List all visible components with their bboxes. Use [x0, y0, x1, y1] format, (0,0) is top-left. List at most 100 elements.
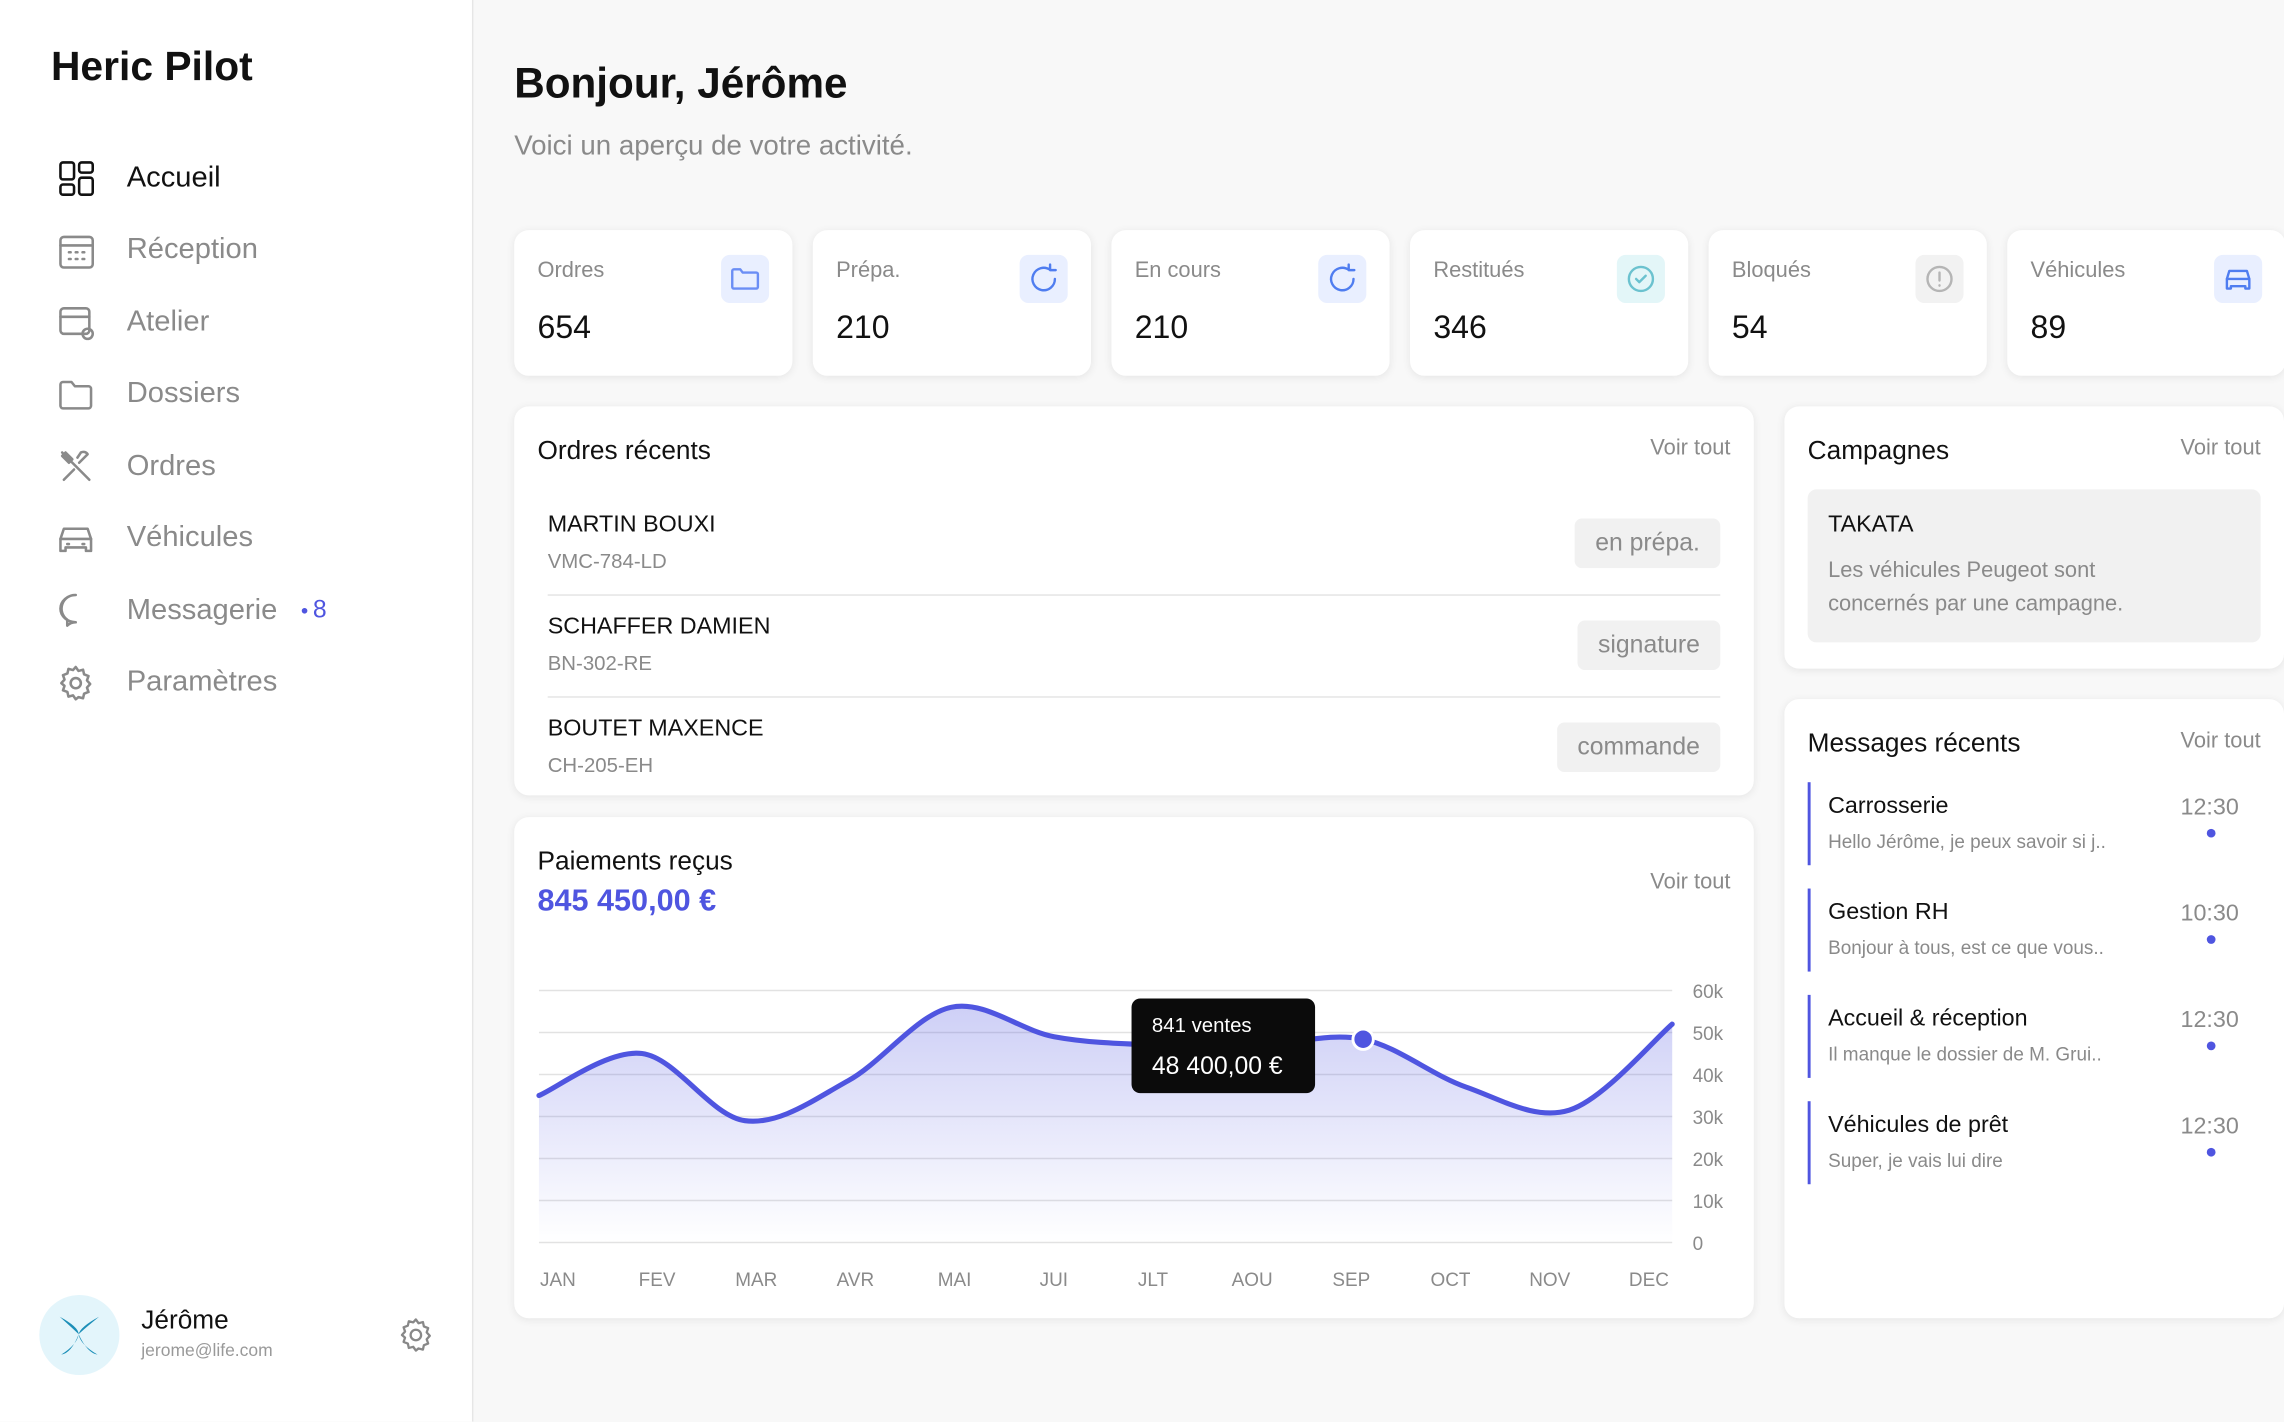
stat-value: 654 [537, 308, 591, 346]
card-title: Ordres récents [537, 435, 711, 465]
nav-icon [60, 665, 92, 700]
greeting: Bonjour, Jérôme [514, 61, 848, 108]
nav-item[interactable]: Accueil [55, 156, 221, 200]
message-time: 12:30 [2180, 1007, 2239, 1033]
x-tick-label: JLT [1138, 1270, 1169, 1291]
nav-item[interactable]: Ordres [55, 444, 216, 488]
area [538, 1006, 1673, 1243]
stat-icon [1019, 254, 1068, 303]
nav-item[interactable]: Atelier [55, 300, 209, 344]
y-tick-label: 0 [1693, 1234, 1704, 1255]
x-tick-label: SEP [1332, 1270, 1370, 1291]
sidebar: Heric Pilot Accueil Réception Atelier Dossi… [0, 0, 474, 1422]
card-title: Messages récents [1807, 728, 2021, 758]
settings-button[interactable] [396, 1315, 435, 1354]
nav-item[interactable]: Véhicules [55, 516, 253, 560]
message-title[interactable]: Gestion RH [1828, 900, 1949, 925]
message-preview: Super, je vais lui dire [1828, 1149, 2003, 1172]
message-title[interactable]: Accueil & réception [1828, 1006, 2028, 1032]
x-tick-label: AVR [837, 1270, 875, 1291]
stat-icon [1915, 254, 1964, 303]
see-all[interactable]: Voir tout [2180, 435, 2261, 461]
x-tick-label: MAI [938, 1270, 972, 1291]
recent-orders: Ordres récents Voir tout MARTIN BOUXI VMC… [514, 406, 1754, 796]
campaign-text: Les véhicules Peugeot sont concernés par… [1828, 557, 2124, 617]
stat-card: Prépa. 210 [812, 230, 1092, 376]
card-title: Campagnes [1807, 435, 1950, 465]
stat-card: Ordres 654 [514, 230, 793, 376]
message-time: 10:30 [2180, 901, 2239, 927]
nav-label: Réception [126, 233, 258, 266]
brand: Heric Pilot [50, 43, 253, 89]
stat-label: Prépa. [836, 257, 901, 283]
nav-icon [59, 307, 95, 341]
order-plate: CH-205-EH [547, 753, 654, 777]
user-name: Jérôme [141, 1305, 229, 1335]
y-tick-label: 30k [1693, 1108, 1724, 1129]
message-preview: Bonjour à tous, est ce que vous.. [1828, 936, 2104, 959]
nav-label: Messagerie [126, 593, 278, 626]
message-bar [1807, 994, 1811, 1078]
message-title[interactable]: Carrosserie [1828, 793, 1949, 819]
nav-label: Dossiers [126, 377, 241, 410]
badge-dot: ● [300, 603, 309, 618]
badge: 8 [312, 595, 327, 624]
stat-icon [721, 254, 770, 303]
stat-label: Ordres [537, 257, 605, 283]
order-name: BOUTET MAXENCE [547, 716, 764, 742]
stat-card: Bloqués 54 [1708, 230, 1987, 376]
chart-subtitle: 845 450,00 € [537, 884, 717, 918]
nav-icon [59, 161, 95, 196]
x-tick-label: JUI [1040, 1270, 1068, 1291]
see-all[interactable]: Voir tout [2180, 728, 2261, 754]
messages: Messages récents Voir tout Carrosserie He… [1784, 699, 2284, 1319]
stat-value: 210 [836, 308, 890, 346]
nav-label: Ordres [126, 449, 216, 482]
x-tick-label: OCT [1431, 1270, 1471, 1291]
stat-label: Bloqués [1731, 257, 1811, 283]
tooltip-annotation: 841 ventes [1152, 1015, 1252, 1037]
status-pill: en prépa. [1574, 518, 1721, 569]
message-bar [1807, 782, 1811, 866]
x-tick-label: DEC [1629, 1270, 1669, 1291]
stat-label: Restitués [1433, 257, 1525, 283]
unread-dot [2206, 828, 2216, 838]
y-tick-label: 10k [1693, 1192, 1724, 1213]
stat-card: En cours 210 [1111, 230, 1390, 376]
stat-icon [1318, 254, 1367, 303]
chart-title: Paiements reçus [537, 846, 733, 876]
nav-icon [59, 379, 93, 409]
stat-icon [2214, 254, 2263, 303]
order-name: MARTIN BOUXI [547, 512, 716, 538]
x-tick-label: NOV [1529, 1270, 1570, 1291]
x-tick-label: FEV [639, 1270, 676, 1291]
message-title[interactable]: Véhicules de prêt [1828, 1112, 2009, 1138]
message-time: 12:30 [2180, 795, 2239, 821]
message-preview: Il manque le dossier de M. Grui.. [1828, 1042, 2102, 1065]
see-all[interactable]: Voir tout [1650, 435, 1731, 461]
stat-label: Véhicules [2030, 257, 2126, 283]
y-tick-label: 40k [1693, 1066, 1724, 1087]
see-all[interactable]: Voir tout [1650, 869, 1731, 895]
nav-label: Paramètres [126, 665, 278, 698]
stat-value: 210 [1134, 308, 1189, 346]
status-pill: signature [1577, 620, 1721, 671]
stat-value: 89 [2030, 308, 2067, 346]
x-tick-label: MAR [735, 1270, 777, 1291]
unread-dot [2206, 1041, 2216, 1051]
stat-card: Véhicules 89 [2007, 230, 2284, 376]
stat-label: En cours [1134, 257, 1221, 283]
status-pill: commande [1556, 722, 1721, 773]
nav-item[interactable]: Messagerie ● 8 [55, 588, 327, 632]
y-tick-label: 60k [1693, 982, 1724, 1003]
message-preview: Hello Jérôme, je peux savoir si j.. [1828, 830, 2106, 853]
campaign-title: TAKATA [1828, 512, 1914, 538]
stat-value: 54 [1731, 308, 1768, 346]
nav-icon [59, 526, 93, 552]
tooltip [1131, 998, 1316, 1094]
nav-item[interactable]: Dossiers [55, 372, 240, 416]
chart: 0 10k 20k 30k 40k 50k 60k JAN FEV MAR AVR MAI JUI JLT… [536, 982, 1724, 1291]
nav-item[interactable]: Paramètres [55, 661, 277, 705]
nav-item[interactable]: Réception [55, 228, 258, 272]
